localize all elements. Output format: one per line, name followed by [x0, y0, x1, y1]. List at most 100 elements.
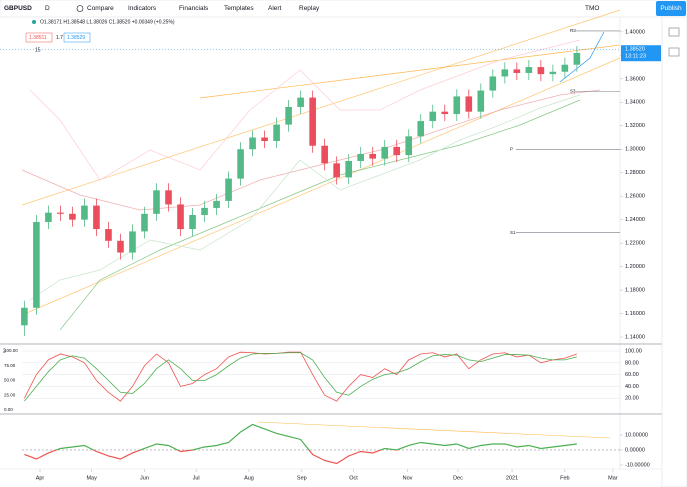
candle-body — [453, 96, 461, 115]
y2-tick-label: -10.00000 — [625, 462, 650, 468]
y-tick-label: 1.14000 — [625, 335, 645, 341]
candle-body — [105, 229, 112, 241]
candle-body — [321, 145, 328, 164]
candle-body — [213, 200, 220, 208]
candle-body — [345, 160, 352, 178]
trend-drawing — [257, 421, 611, 439]
candle-body — [393, 146, 401, 156]
countdown: 13:11:23 — [625, 54, 646, 60]
candle-body — [537, 67, 545, 75]
y-tick-label: 25.00 — [4, 392, 16, 397]
pivot-label: S3 — [570, 89, 576, 94]
candle-body — [93, 205, 100, 230]
candle-body — [249, 137, 256, 150]
last-price-box — [621, 45, 661, 62]
candle-body — [33, 222, 40, 308]
publish-button[interactable] — [656, 1, 686, 16]
x-tick-label: Jul — [193, 475, 200, 481]
input-box[interactable] — [63, 32, 91, 43]
oscillator-line — [24, 352, 577, 402]
x-tick-label: Oct — [349, 475, 358, 481]
y-tick-label: 1.24000 — [625, 217, 645, 223]
interval[interactable]: D — [45, 5, 50, 12]
x-tick-label: Feb — [560, 475, 569, 481]
status-dot — [32, 20, 36, 24]
pivot-label: S1 — [510, 230, 516, 235]
candle-body — [381, 146, 389, 159]
y-tick-label: 100.00 — [4, 348, 18, 353]
toolbar-button[interactable]: Compare — [87, 5, 114, 12]
candle-body — [201, 207, 208, 215]
toolbar-button[interactable]: Indicators — [128, 5, 157, 12]
y2-tick-label: 80.00 — [625, 360, 639, 366]
y2-tick-label: 40.00 — [625, 384, 639, 390]
candle-body — [153, 190, 160, 214]
symbol[interactable]: GBPUSD — [4, 5, 32, 12]
toolbar-button[interactable]: Replay — [299, 5, 320, 12]
candle-body — [69, 213, 76, 220]
candle-body — [465, 96, 473, 112]
pane-label: 2 — [3, 348, 6, 354]
sidebar-icon[interactable] — [668, 47, 680, 57]
candle-body — [129, 231, 136, 253]
candle-body — [45, 212, 52, 223]
y-tick-label: 0.00 — [4, 407, 13, 412]
y-tick-label: 1.36000 — [625, 76, 645, 82]
y-tick-label: 1.28000 — [625, 170, 645, 176]
candle-body — [333, 163, 340, 178]
x-tick-label: May — [86, 475, 97, 481]
y-tick-label: 1.22000 — [625, 241, 645, 247]
candle-body — [309, 97, 316, 146]
compare-icon — [76, 5, 84, 12]
y-tick-label: 1.40000 — [625, 29, 645, 35]
y-tick-label: 1.32000 — [625, 123, 645, 129]
candle-body — [441, 111, 449, 115]
y-tick-label: 1.18000 — [625, 288, 645, 294]
y2-tick-label: 100.00 — [625, 348, 642, 354]
candle-body — [369, 153, 376, 159]
toolbar-button[interactable]: Alert — [268, 5, 282, 12]
momentum-line — [24, 423, 577, 465]
input-value: 1.7 — [56, 35, 63, 41]
input-box[interactable] — [25, 32, 53, 43]
y2-tick-label: 0.00000 — [625, 447, 645, 453]
x-tick-label: Sep — [297, 475, 307, 481]
pivot-label: P — [510, 147, 513, 152]
candle-body — [561, 64, 569, 72]
candle-body — [297, 97, 304, 107]
candle-body — [525, 67, 533, 73]
x-tick-label: Mar — [608, 475, 618, 481]
y-tick-label: 1.30000 — [625, 147, 645, 153]
layout-name[interactable]: TMO — [585, 5, 599, 12]
toolbar — [0, 0, 687, 18]
candle-body — [57, 212, 64, 214]
candle-body — [189, 214, 196, 230]
x-tick-label: Jun — [140, 475, 149, 481]
pivot-label: R3 — [570, 28, 576, 33]
y-tick-label: 1.16000 — [625, 311, 645, 317]
publish-label[interactable]: Publish — [660, 5, 682, 12]
y-tick-label: 50.00 — [4, 378, 16, 383]
drawings — [21, 9, 621, 331]
candle-body — [417, 121, 425, 137]
input-value: 1.38529 — [67, 35, 85, 41]
x-tick-label: Aug — [244, 475, 254, 481]
toolbar-button[interactable]: Financials — [179, 5, 209, 12]
y-tick-label: 75.00 — [4, 363, 16, 368]
candle-body — [513, 69, 521, 73]
oscillator-line — [24, 351, 578, 402]
input-value: 1.38511 — [29, 35, 47, 41]
toolbar-button[interactable]: Templates — [224, 5, 254, 12]
y2-tick-label: 60.00 — [625, 372, 639, 378]
candle-body — [429, 111, 437, 122]
last-price-label: 1.38520 — [625, 47, 645, 53]
candle-body — [141, 213, 148, 232]
candle-body — [549, 71, 557, 75]
sidebar-icon[interactable] — [668, 27, 680, 37]
candle-body — [501, 69, 509, 77]
candle-body — [405, 136, 413, 156]
candle-body — [477, 90, 485, 112]
candle-body — [285, 106, 292, 125]
candle-body — [357, 153, 364, 161]
